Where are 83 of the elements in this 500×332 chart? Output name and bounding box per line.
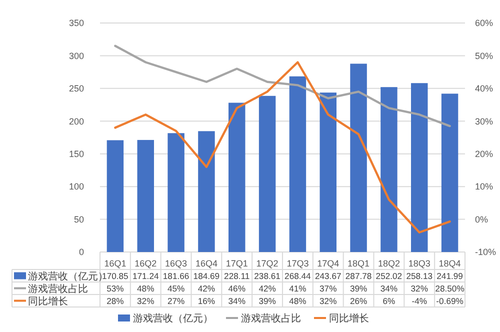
y-tick-label: 50 <box>74 214 84 224</box>
data-label: 27% <box>167 296 185 306</box>
data-label: 287.78 <box>345 270 372 281</box>
x-tick-label: 17Q1 <box>226 258 248 268</box>
data-label: 184.69 <box>193 270 220 281</box>
y2-tick-label: 50% <box>475 50 494 61</box>
data-label: 171.24 <box>132 270 159 281</box>
data-label: 170.85 <box>102 270 129 281</box>
bar <box>228 102 246 252</box>
data-label: 28.50% <box>435 283 465 294</box>
line-series <box>114 44 451 128</box>
data-label: 28% <box>106 296 124 306</box>
x-tick-label: 16Q2 <box>134 258 157 268</box>
y2-tick-label: 30% <box>475 116 494 126</box>
text: 游戏营收占比 <box>241 314 301 324</box>
x-tick-label: 18Q2 <box>378 258 400 268</box>
bar <box>198 131 215 252</box>
y-tick-label: 300 <box>68 50 84 61</box>
data-label: 45% <box>167 283 185 294</box>
y2-tick-label: 10% <box>475 182 494 192</box>
bar <box>320 92 336 252</box>
data-label: 228.11 <box>224 270 250 281</box>
line-series <box>114 61 451 234</box>
data-label: 241.99 <box>436 270 464 281</box>
bar <box>441 94 458 252</box>
text: 同比增长 <box>329 314 369 324</box>
data-label: 16% <box>198 296 216 306</box>
x-tick-label: 18Q1 <box>348 258 370 268</box>
data-label: 39% <box>350 283 368 294</box>
y-tick-label: 0 <box>78 247 84 258</box>
bar <box>289 76 306 252</box>
legend-label: 同比增长 <box>28 295 68 308</box>
y-tick-label: 250 <box>68 84 84 94</box>
data-label: 34% <box>380 283 398 294</box>
data-label: 48% <box>289 296 307 306</box>
y-tick-label: 100 <box>68 182 84 192</box>
x-tick-label: 16Q3 <box>165 258 188 268</box>
y-tick-label: 350 <box>68 18 84 28</box>
data-label: 53% <box>106 283 124 294</box>
x-tick-label: 16Q4 <box>195 258 218 268</box>
data-label: 238.61 <box>254 270 281 281</box>
bar <box>350 64 367 252</box>
data-label: 48% <box>137 283 155 294</box>
legend-label: 游戏营收占比 <box>28 282 88 295</box>
data-label: 26% <box>350 296 368 306</box>
data-label: 42% <box>258 283 276 294</box>
y2-tick-label: 20% <box>475 149 494 160</box>
bar <box>258 96 276 252</box>
x-tick-label: 17Q3 <box>286 258 309 268</box>
data-label: 42% <box>198 283 216 294</box>
y-tick-label: 150 <box>68 149 84 160</box>
data-label: 39% <box>258 296 276 306</box>
data-label: 32% <box>410 283 428 294</box>
y2-tick-label: 60% <box>475 18 494 28</box>
x-tick-label: 17Q4 <box>317 258 340 268</box>
data-label: 34% <box>228 296 246 306</box>
bar <box>106 140 124 252</box>
data-label: 32% <box>137 296 155 306</box>
bar <box>411 83 428 252</box>
data-label: 6% <box>382 296 396 306</box>
y-tick-label: 200 <box>68 116 84 126</box>
data-label: 268.44 <box>284 270 312 281</box>
data-label: 41% <box>289 283 307 294</box>
y2-tick-label: -10% <box>475 247 496 258</box>
data-label: 181.66 <box>162 270 190 281</box>
data-label: 46% <box>228 283 246 294</box>
bar <box>380 87 398 252</box>
data-label: 243.67 <box>314 270 342 281</box>
data-label: 252.02 <box>376 270 402 281</box>
y2-tick-label: 40% <box>475 84 494 94</box>
data-label: 37% <box>320 283 338 294</box>
x-tick-label: 18Q3 <box>408 258 430 268</box>
data-label: 32% <box>320 296 338 306</box>
text: 游戏营收（亿元） <box>133 314 213 324</box>
bar <box>168 133 184 252</box>
data-label: -0.69% <box>436 296 464 306</box>
x-tick-label: 18Q4 <box>438 258 461 268</box>
data-label: -4% <box>412 296 428 306</box>
x-tick-label: 16Q1 <box>104 258 126 268</box>
x-tick-label: 17Q2 <box>256 258 278 268</box>
y2-tick-label: 0% <box>475 214 488 224</box>
bar <box>137 140 154 252</box>
data-label: 258.13 <box>406 270 433 281</box>
